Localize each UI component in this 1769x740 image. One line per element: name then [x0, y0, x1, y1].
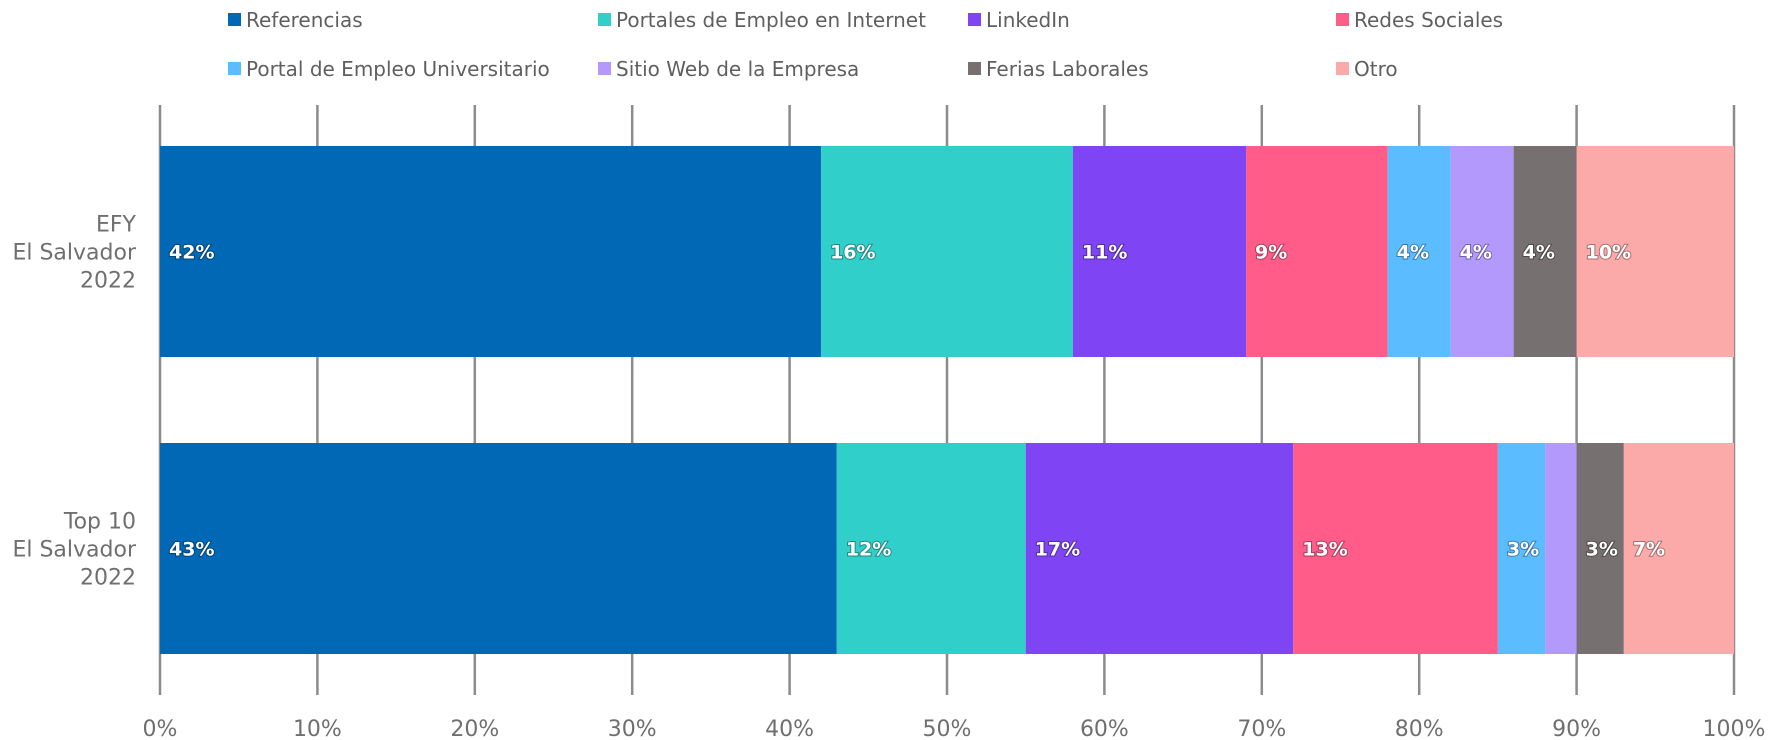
x-tick-label: 70% [1237, 717, 1286, 740]
bar-segment [1497, 443, 1546, 654]
legend: Referencias Portales de Empleo en Interne… [228, 8, 1503, 81]
bars [160, 146, 1734, 654]
x-tick-label: 100% [1703, 717, 1766, 740]
category-label: 2022 [80, 566, 136, 591]
data-labels: 42% 16% 11% 9% 4% 4% 4% 10% 43% 12% 17% 13% 3% 3% 7% [168, 241, 1666, 562]
data-label: 42% [169, 242, 214, 264]
data-label: 3% [1507, 539, 1539, 561]
legend-swatch [228, 62, 241, 75]
x-tick-label: 80% [1395, 717, 1444, 740]
data-label: 4% [1460, 242, 1492, 264]
bar-segment [1072, 146, 1247, 357]
legend-label: Sitio Web de la Empresa [616, 57, 859, 81]
bar-segment [1450, 146, 1514, 357]
bar-segment [1576, 146, 1734, 357]
legend-swatch [968, 62, 981, 75]
bar-segment [1623, 443, 1734, 654]
data-label: 11% [1082, 242, 1127, 264]
x-tick-label: 30% [608, 717, 657, 740]
bar-segment [1576, 443, 1624, 654]
data-label: 17% [1035, 539, 1080, 561]
bar-segment [836, 443, 1026, 654]
bar-segment [1293, 443, 1498, 654]
legend-label: Ferias Laborales [986, 57, 1149, 81]
category-labels: EFY El Salvador 2022 Top 10 El Salvador 2022 [12, 213, 136, 591]
data-label: 9% [1255, 242, 1287, 264]
x-tick-label: 50% [923, 717, 972, 740]
bar-segment [1545, 443, 1577, 654]
bar-segment [160, 146, 822, 357]
legend-label: Portal de Empleo Universitario [246, 57, 550, 81]
legend-swatch [1336, 13, 1349, 26]
x-tick-label: 60% [1080, 717, 1129, 740]
data-label: 4% [1523, 242, 1555, 264]
bar-segment [1025, 443, 1294, 654]
legend-label: Redes Sociales [1354, 8, 1503, 32]
category-label: El Salvador [12, 241, 136, 266]
data-label: 7% [1633, 539, 1665, 561]
x-tick-label: 20% [450, 717, 499, 740]
data-label: 16% [830, 242, 875, 264]
bar-segment [821, 146, 1073, 357]
data-label: 10% [1586, 242, 1631, 264]
legend-label: LinkedIn [986, 8, 1070, 32]
x-tick-label: 40% [765, 717, 814, 740]
data-label: 43% [169, 539, 214, 561]
legend-swatch [228, 13, 241, 26]
x-tick-label: 10% [293, 717, 342, 740]
x-tick-label: 0% [143, 717, 178, 740]
bar-segment [160, 443, 837, 654]
legend-swatch [598, 62, 611, 75]
data-label: 12% [846, 539, 891, 561]
data-label: 4% [1397, 242, 1429, 264]
legend-swatch [598, 13, 611, 26]
bar-segment [1513, 146, 1577, 357]
legend-label: Referencias [246, 8, 363, 32]
category-label: 2022 [80, 269, 136, 294]
bar-segment [1387, 146, 1451, 357]
category-label: EFY [96, 213, 137, 238]
data-label: 13% [1302, 539, 1347, 561]
data-label: 3% [1586, 539, 1618, 561]
category-label: Top 10 [63, 510, 136, 535]
legend-swatch [1336, 62, 1349, 75]
bar-segment [1246, 146, 1388, 357]
legend-label: Otro [1354, 57, 1398, 81]
x-tick-label: 90% [1552, 717, 1601, 740]
x-axis-tick-labels: 0% 10% 20% 30% 40% 50% 60% 70% 80% 90% 100% [143, 717, 1766, 740]
legend-label: Portales de Empleo en Internet [616, 8, 926, 32]
category-label: El Salvador [12, 538, 136, 563]
legend-swatch [968, 13, 981, 26]
